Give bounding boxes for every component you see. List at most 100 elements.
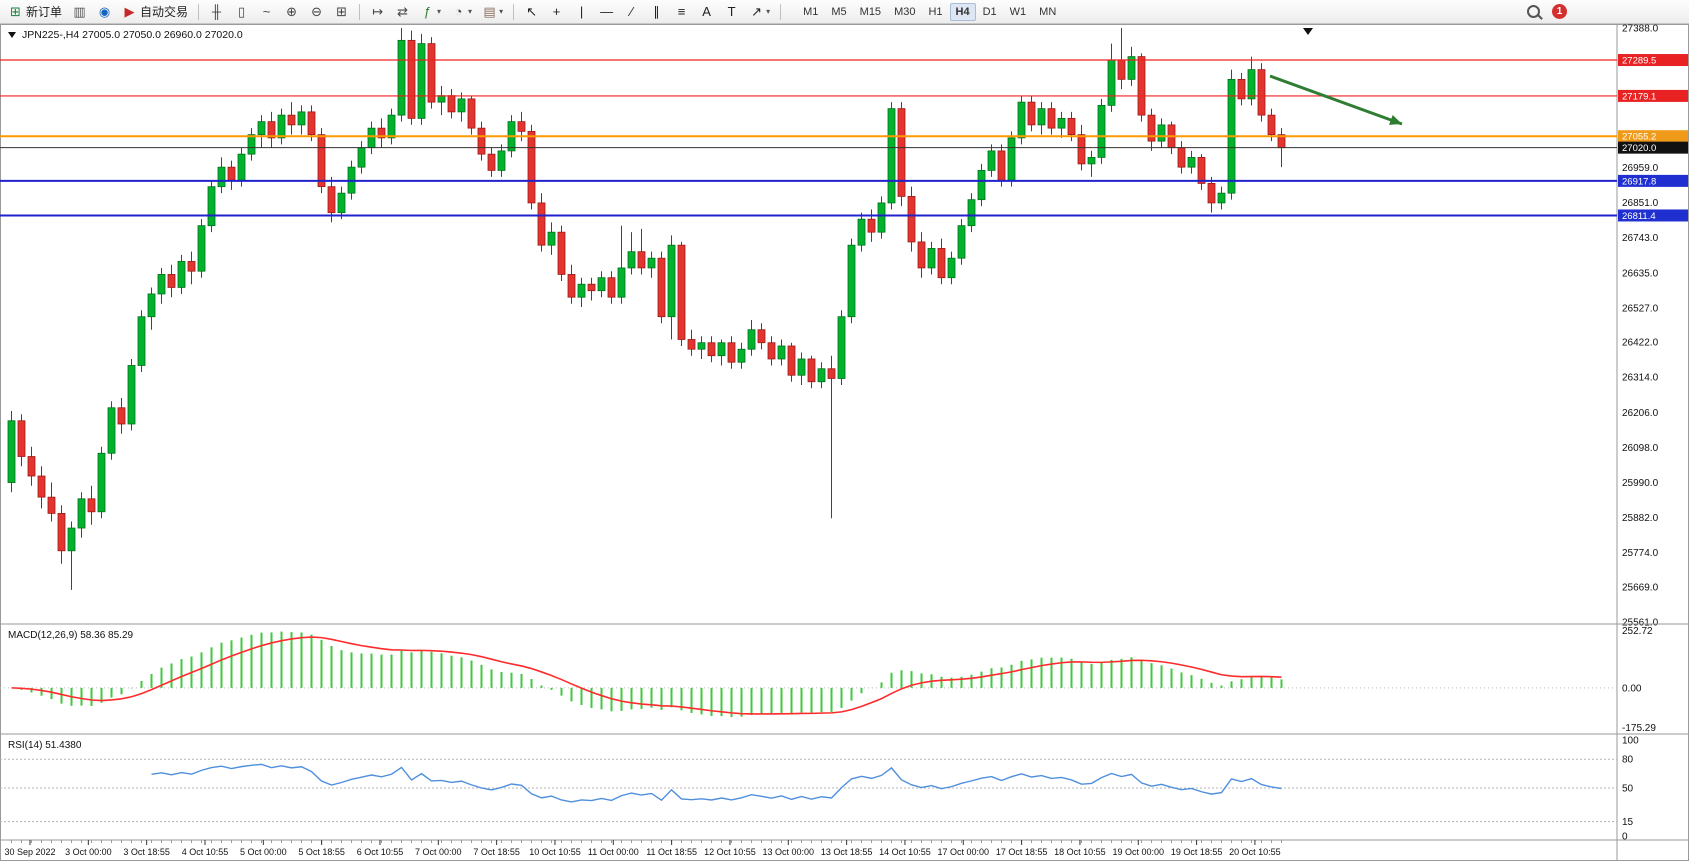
text-icon: A (702, 3, 711, 19)
macd-label: MACD(12,26,9) 58.36 85.29 (8, 630, 134, 641)
arrows-button[interactable]: ↗ ▾ (745, 2, 774, 22)
candle-body (157, 274, 166, 295)
auto-trading-button[interactable]: ▶ 自动交易 (118, 1, 192, 22)
candle-body (37, 475, 46, 498)
template-icon: ▤ (483, 3, 496, 19)
price-tag-label: 27179.1 (1622, 91, 1656, 102)
candle-body (547, 231, 556, 246)
zoom-out-button[interactable]: ⊖ (305, 2, 328, 22)
candle-body (317, 134, 326, 188)
indicators-button[interactable]: ƒ ▾ (416, 2, 445, 22)
timeframe-m5[interactable]: M5 (831, 5, 847, 18)
candle-body (107, 407, 116, 454)
line-chart-type-button[interactable]: ~ (255, 2, 278, 22)
timeframe-m15[interactable]: M15 (859, 5, 882, 18)
cursor-button[interactable]: ↖ (520, 2, 543, 22)
y-axis-label: 26851.0 (1622, 198, 1659, 209)
price-tag-label: 26811.4 (1622, 211, 1656, 222)
timeframe-mn[interactable]: MN (1039, 5, 1057, 18)
candle-body (717, 342, 726, 357)
trend-arrow-line[interactable] (1269, 74, 1403, 126)
y-axis-label: 26527.0 (1622, 303, 1659, 314)
x-axis-label: 3 Oct 18:55 (123, 847, 170, 857)
candle-body (127, 365, 136, 425)
mql5-community-button[interactable]: ◉ (93, 2, 116, 22)
candle-body (977, 170, 986, 201)
candle-body (797, 358, 806, 376)
notification-badge[interactable]: 1 (1552, 4, 1567, 19)
tile-windows-button[interactable]: ⊞ (330, 2, 353, 22)
chart-shift-button[interactable]: ⇄ (391, 2, 414, 22)
channel-button[interactable]: ∥ (645, 2, 668, 22)
candle-body (57, 513, 66, 552)
auto-scroll-button[interactable]: ↦ (366, 2, 389, 22)
candle-body (587, 283, 596, 292)
crosshair-button[interactable]: + (545, 2, 568, 22)
text-label-button[interactable]: T (720, 2, 743, 22)
timeframe-w1[interactable]: W1 (1009, 5, 1027, 18)
candle-body (437, 95, 446, 103)
y-axis-label: 25882.0 (1622, 513, 1659, 524)
candle-body (357, 147, 366, 168)
timeframe-m1[interactable]: M1 (803, 5, 819, 18)
rsi-label: RSI(14) 51.4380 (8, 740, 82, 751)
candle-body (1197, 156, 1206, 184)
fibonacci-button[interactable]: ≡ (670, 2, 693, 22)
price-tag (1618, 54, 1688, 67)
candle-body (187, 261, 196, 272)
new-chart-button[interactable]: ▥ (68, 2, 91, 22)
candle-body (917, 241, 926, 269)
candle-body (1017, 101, 1026, 139)
candle-body (257, 121, 266, 136)
candle-body (987, 150, 996, 171)
header-collapse-icon[interactable] (8, 32, 16, 38)
templates-button[interactable]: ▤ ▾ (478, 2, 507, 22)
candle-body (947, 257, 956, 279)
candle-body (167, 274, 176, 288)
x-axis-label: 20 Oct 10:55 (1229, 847, 1281, 857)
horizontal-line-icon: — (600, 3, 614, 19)
candle-body (287, 114, 296, 126)
candle-body (897, 108, 906, 197)
candle-body (657, 257, 666, 318)
candle-body (177, 261, 186, 288)
candle-body (477, 127, 486, 155)
zoom-in-icon: ⊕ (286, 3, 297, 19)
candle-body (1267, 114, 1276, 136)
candle-body (887, 108, 896, 204)
price-tag-label: 27020.0 (1622, 143, 1656, 154)
dropdown-caret-icon: ▾ (468, 7, 473, 16)
periods-button[interactable]: ◔ ▾ (447, 2, 476, 22)
new-order-icon: ⊞ (10, 3, 21, 19)
candle-body (457, 98, 466, 113)
timeframe-d1[interactable]: D1 (982, 5, 997, 18)
text-button[interactable]: A (695, 2, 718, 22)
candlestick-chart-type-button[interactable]: ▯ (230, 2, 253, 22)
candle-body (267, 121, 276, 139)
candle-body (387, 114, 396, 139)
trend-arrow-head[interactable] (1389, 114, 1402, 125)
candle-body (147, 293, 156, 318)
search-icon[interactable] (1527, 5, 1540, 18)
trendline-button[interactable]: ∕ (620, 2, 643, 22)
timeframe-m30[interactable]: M30 (894, 5, 916, 18)
new-order-button[interactable]: ⊞ 新订单 (4, 1, 66, 22)
candle-body (837, 316, 846, 379)
horizontal-line-button[interactable]: — (595, 2, 618, 22)
toolbar-separator (780, 3, 782, 20)
bar-chart-type-button[interactable]: ╫ (205, 2, 228, 22)
price-tag-label: 27055.2 (1622, 132, 1656, 143)
candle-body (937, 248, 946, 279)
zoom-in-button[interactable]: ⊕ (280, 2, 303, 22)
y-axis-label: 26743.0 (1622, 233, 1659, 244)
price-tag (1618, 89, 1688, 102)
candle-body (1007, 137, 1016, 181)
timeframe-h1[interactable]: H1 (928, 5, 943, 18)
vertical-line-button[interactable]: | (570, 2, 593, 22)
timeframe-h4[interactable]: H4 (949, 2, 976, 21)
chart-shift-marker-icon[interactable] (1303, 28, 1313, 35)
price-tag (1618, 141, 1688, 154)
y-axis-label: 25561.0 (1622, 618, 1659, 629)
candle-body (117, 407, 126, 425)
